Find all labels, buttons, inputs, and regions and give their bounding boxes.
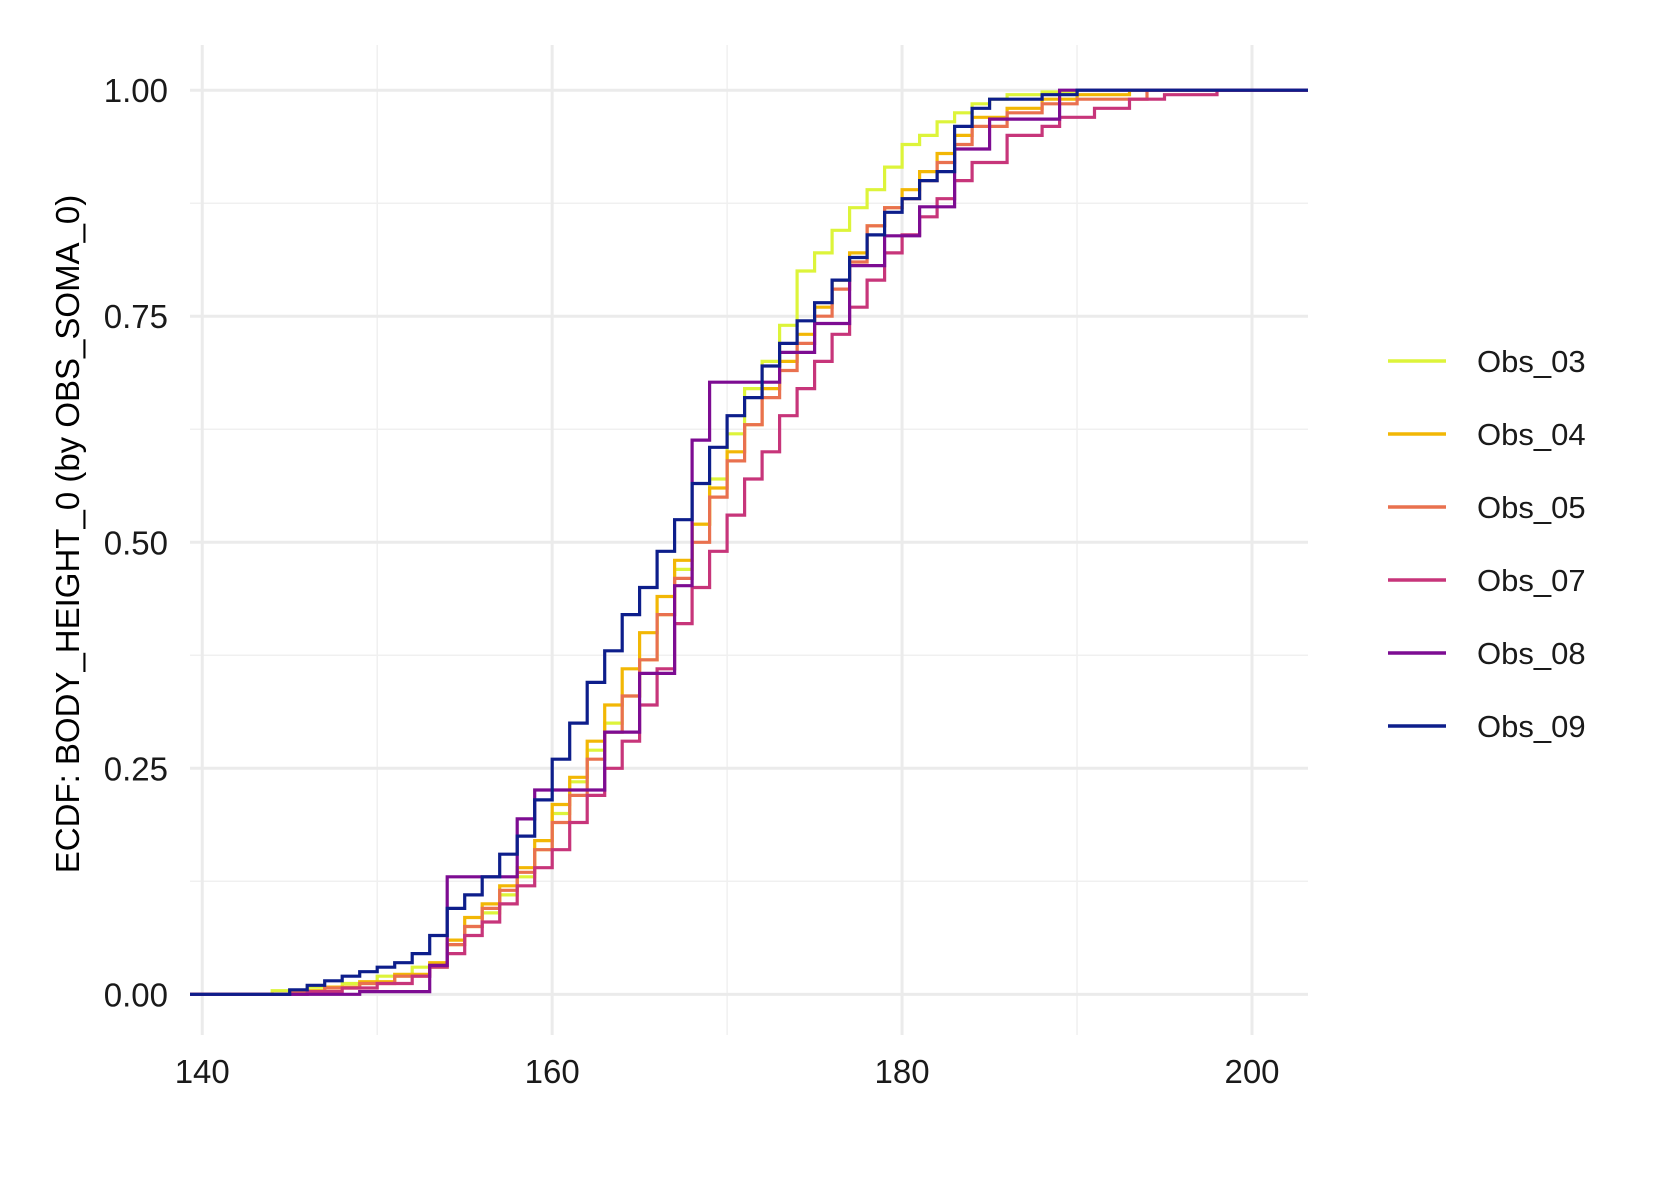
legend-label: Obs_09 <box>1477 709 1586 744</box>
y-axis-title: ECDF: BODY_HEIGHT_0 (by OBS_SOMA_0) <box>49 195 86 874</box>
x-axis-tick-labels: 140 160 180 200 <box>175 1053 1280 1090</box>
minor-gridlines <box>190 45 1308 1035</box>
y-tick-label: 0.25 <box>104 750 168 787</box>
series-lines <box>190 88 1308 996</box>
series-line-obs-07 <box>190 88 1308 996</box>
y-tick-label: 0.50 <box>104 524 168 561</box>
legend-label: Obs_08 <box>1477 636 1586 671</box>
y-tick-label: 0.75 <box>104 298 168 335</box>
legend-label: Obs_05 <box>1477 490 1586 525</box>
x-tick-label: 200 <box>1224 1053 1279 1090</box>
x-tick-label: 140 <box>175 1053 230 1090</box>
legend-label: Obs_07 <box>1477 563 1586 598</box>
series-line-obs-09 <box>190 88 1308 996</box>
legend: Obs_03 Obs_04 Obs_05 Obs_07 Obs_08 Obs_09 <box>1388 344 1586 744</box>
x-tick-label: 160 <box>525 1053 580 1090</box>
major-gridlines <box>190 45 1308 1035</box>
x-tick-label: 180 <box>875 1053 930 1090</box>
legend-label: Obs_03 <box>1477 344 1586 379</box>
y-tick-label: 0.00 <box>104 976 168 1013</box>
legend-label: Obs_04 <box>1477 417 1586 452</box>
y-axis-tick-labels: 0.00 0.25 0.50 0.75 1.00 <box>104 72 168 1013</box>
y-tick-label: 1.00 <box>104 72 168 109</box>
